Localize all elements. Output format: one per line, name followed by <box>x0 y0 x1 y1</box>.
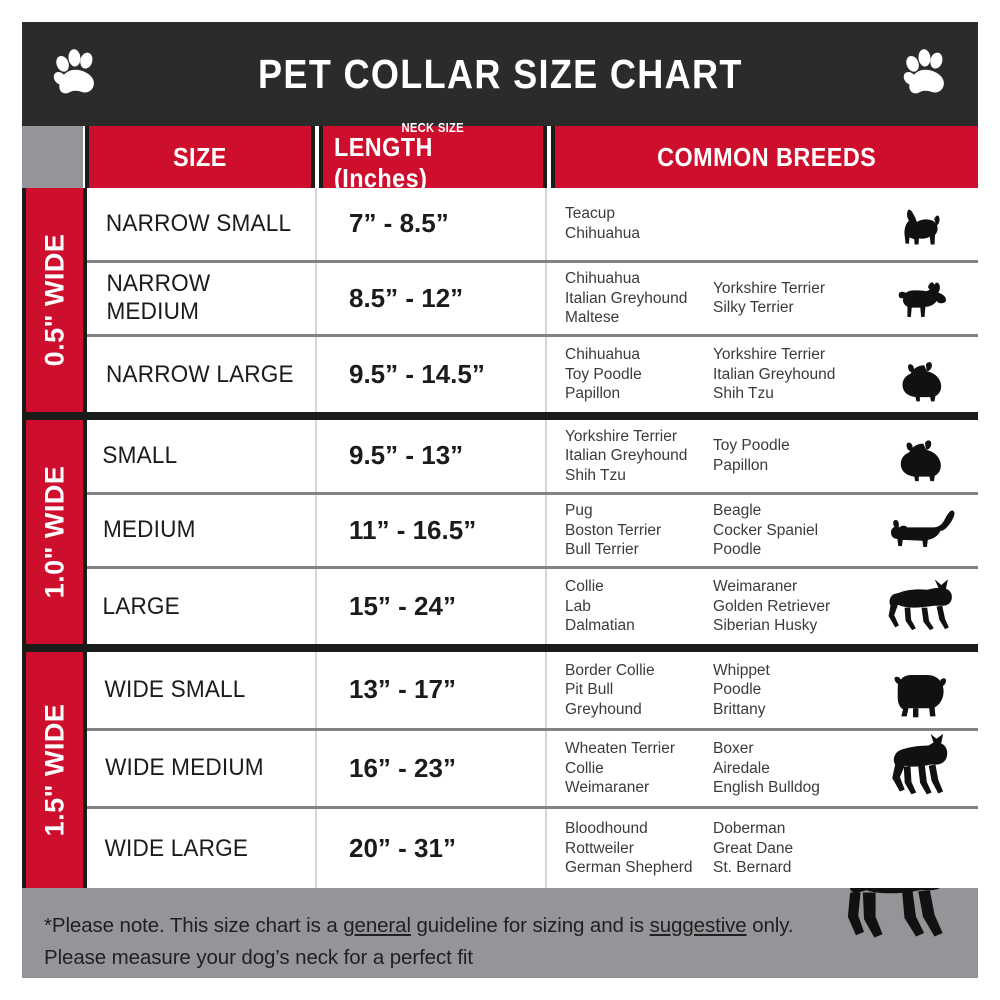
table-row[interactable]: WIDE MEDIUM 16” - 23” Wheaten Terrier Co… <box>87 730 978 810</box>
cell-size: SMALL <box>102 441 178 469</box>
cell-size: NARROW SMALL <box>105 209 292 237</box>
pomeranian-silhouette-icon <box>894 358 950 406</box>
section-rows: NARROW SMALL 7” - 8.5” Teacup Chihuahua <box>87 188 978 412</box>
section-width-label: 0.5" WIDE <box>39 233 69 367</box>
section-width-label: 1.5" WIDE <box>39 703 69 837</box>
cell-breeds: Chihuahua Italian Greyhound Maltese York… <box>547 263 978 335</box>
shepherd-silhouette-icon <box>882 578 962 640</box>
breed-column-1: Yorkshire Terrier Italian Greyhound Shih… <box>565 427 688 484</box>
cell-breeds: Bloodhound Rottweiler German Shepherd Do… <box>547 809 978 888</box>
section-width-band: 0.5" WIDE <box>26 188 83 412</box>
section-rows: SMALL 9.5” - 13” Yorkshire Terrier Itali… <box>87 420 978 644</box>
cell-length: 11” - 16.5” <box>315 494 547 567</box>
section-group: 1.0" WIDE SMALL 9.5” - 13” Yorkshire Ter… <box>22 420 978 644</box>
footer-note: *Please note. This size chart is a gener… <box>22 888 978 978</box>
yorkshire-terrier-silhouette-icon <box>896 206 948 250</box>
cell-length: 13” - 17” <box>315 652 547 728</box>
breed-column-2: Beagle Cocker Spaniel Poodle <box>713 502 819 559</box>
page-title: PET COLLAR SIZE CHART <box>257 50 743 97</box>
cell-length: 20” - 31” <box>315 809 547 888</box>
chart-title-bar: PET COLLAR SIZE CHART <box>22 22 978 126</box>
pet-collar-size-chart: PET COLLAR SIZE CHART SIZE NECK SIZE LEN… <box>22 22 978 978</box>
cell-size: NARROW MEDIUM <box>106 270 211 326</box>
cell-breeds: Pug Boston Terrier Bull Terrier Beagle C… <box>547 495 978 567</box>
section-width-band: 1.5" WIDE <box>26 652 83 888</box>
cell-size: LARGE <box>102 592 180 620</box>
section-width-label: 1.0" WIDE <box>39 465 69 599</box>
cell-size: NARROW LARGE <box>105 360 294 388</box>
footer-text-a: *Please note. This size chart is a <box>44 914 344 937</box>
column-header-length-label: LENGTH (Inches) <box>334 131 433 193</box>
breed-column-1: Border Collie Pit Bull Greyhound <box>565 661 655 718</box>
footer-text-c: only. <box>746 914 794 937</box>
cell-size: WIDE SMALL <box>104 675 246 703</box>
breed-column-1: Pug Boston Terrier Bull Terrier <box>565 502 662 559</box>
breed-column-2: Yorkshire Terrier Italian Greyhound Shih… <box>713 346 836 403</box>
cell-size: WIDE MEDIUM <box>105 754 264 782</box>
breed-column-1: Teacup Chihuahua <box>565 205 640 242</box>
cell-length: 15” - 24” <box>315 569 547 644</box>
table-row[interactable]: NARROW MEDIUM 8.5” - 12” Chihuahua Itali… <box>87 262 978 338</box>
table-header-row: SIZE NECK SIZE LENGTH (Inches) COMMON BR… <box>22 121 978 193</box>
cell-breeds: Yorkshire Terrier Italian Greyhound Shih… <box>547 420 978 492</box>
column-header-breeds: COMMON BREEDS <box>551 126 978 188</box>
cell-breeds: Chihuahua Toy Poodle Papillon Yorkshire … <box>547 337 978 412</box>
table-row[interactable]: WIDE SMALL 13” - 17” Border Collie Pit B… <box>87 652 978 731</box>
table-row[interactable]: NARROW SMALL 7” - 8.5” Teacup Chihuahua <box>87 188 978 263</box>
column-header-breeds-label: COMMON BREEDS <box>656 141 877 172</box>
footer-line-2: Please measure your dog’s neck for a per… <box>44 945 473 969</box>
beagle-silhouette-icon <box>884 506 960 554</box>
cell-size: WIDE LARGE <box>104 834 249 862</box>
column-header-size: SIZE <box>85 126 315 188</box>
cell-length: 7” - 8.5” <box>315 188 547 260</box>
header-corner-cell <box>22 126 83 188</box>
breed-column-1: Chihuahua Italian Greyhound Maltese <box>565 270 688 327</box>
breed-column-1: Wheaten Terrier Collie Weimaraner <box>565 740 675 797</box>
cell-length: 9.5” - 14.5” <box>315 337 547 412</box>
breed-column-2: Boxer Airedale English Bulldog <box>713 740 820 797</box>
table-row[interactable]: SMALL 9.5” - 13” Yorkshire Terrier Itali… <box>87 420 978 495</box>
column-header-size-label: SIZE <box>173 141 227 172</box>
bulldog-silhouette-icon <box>886 664 958 722</box>
section-group: 1.5" WIDE WIDE SMALL 13” - 17” Border Co… <box>22 652 978 888</box>
cell-breeds: Border Collie Pit Bull Greyhound Whippet… <box>547 652 978 728</box>
breed-column-1: Collie Lab Dalmatian <box>565 578 635 635</box>
breed-column-2: Toy Poodle Papillon <box>713 437 790 474</box>
footer-underline-general: general <box>343 914 411 937</box>
breed-column-1: Bloodhound Rottweiler German Shepherd <box>565 820 693 877</box>
breed-column-1: Chihuahua Toy Poodle Papillon <box>565 346 642 403</box>
column-header-length-sublabel: NECK SIZE <box>401 120 465 135</box>
table-body: 0.5" WIDE NARROW SMALL 7” - 8.5” Teacup … <box>22 188 978 888</box>
breed-column-2: Yorkshire Terrier Silky Terrier <box>713 279 825 317</box>
cell-breeds: Teacup Chihuahua <box>547 188 978 260</box>
section-width-band: 1.0" WIDE <box>26 420 83 644</box>
table-row[interactable]: NARROW LARGE 9.5” - 14.5” Chihuahua Toy … <box>87 337 978 412</box>
footer-text-b: guideline for sizing and is <box>410 914 650 937</box>
breed-column-2: Whippet Poodle Brittany <box>713 661 770 718</box>
boxer-silhouette-icon <box>882 732 962 804</box>
table-row[interactable]: MEDIUM 11” - 16.5” Pug Boston Terrier Bu… <box>87 494 978 570</box>
breed-column-2: Doberman Great Dane St. Bernard <box>713 820 794 877</box>
column-header-length: NECK SIZE LENGTH (Inches) <box>319 121 547 193</box>
paw-print-icon <box>898 46 952 100</box>
table-row[interactable]: WIDE LARGE 20” - 31” Bloodhound Rottweil… <box>87 809 978 888</box>
chihuahua-silhouette-icon <box>892 278 952 326</box>
footer-underline-suggestive: suggestive <box>649 914 747 937</box>
cell-breeds: Collie Lab Dalmatian Weimaraner Golden R… <box>547 569 978 644</box>
breed-column-2: Weimaraner Golden Retriever Siberian Hus… <box>713 578 831 635</box>
cell-size: MEDIUM <box>102 516 196 544</box>
cell-length: 8.5” - 12” <box>315 262 547 335</box>
section-group: 0.5" WIDE NARROW SMALL 7” - 8.5” Teacup … <box>22 188 978 412</box>
cell-breeds: Wheaten Terrier Collie Weimaraner Boxer … <box>547 731 978 807</box>
paw-print-icon <box>48 46 102 100</box>
pomeranian-silhouette-icon <box>892 436 950 486</box>
cell-length: 16” - 23” <box>315 730 547 807</box>
cell-length: 9.5” - 13” <box>315 420 547 492</box>
footer-line-1: *Please note. This size chart is a gener… <box>44 910 960 942</box>
section-rows: WIDE SMALL 13” - 17” Border Collie Pit B… <box>87 652 978 888</box>
table-row[interactable]: LARGE 15” - 24” Collie Lab Dalmatian Wei… <box>87 569 978 644</box>
